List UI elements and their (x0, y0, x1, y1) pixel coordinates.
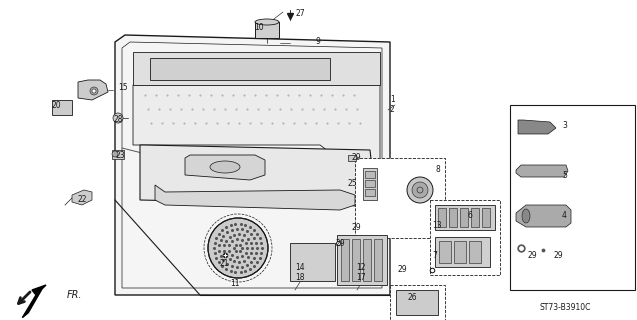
Bar (469, 241, 481, 263)
Bar (352, 239, 360, 281)
Bar (355, 158, 445, 238)
Circle shape (407, 177, 433, 203)
Bar (430, 200, 500, 275)
Text: 2: 2 (390, 106, 395, 115)
Polygon shape (78, 80, 108, 100)
Text: 22: 22 (78, 196, 87, 204)
Text: 10: 10 (254, 23, 264, 33)
Bar (363, 239, 371, 281)
Text: 3: 3 (562, 121, 567, 130)
Bar (435, 205, 495, 230)
Bar (435, 237, 490, 267)
Text: 4: 4 (562, 211, 567, 220)
Text: ST73-B3910C: ST73-B3910C (540, 303, 590, 313)
Text: 29: 29 (553, 251, 562, 260)
Polygon shape (516, 165, 568, 177)
Text: 7: 7 (432, 251, 437, 260)
Circle shape (113, 113, 123, 123)
Bar (365, 180, 375, 187)
Bar (438, 208, 446, 227)
Polygon shape (185, 155, 265, 180)
Text: 15: 15 (118, 84, 127, 92)
Text: 29: 29 (352, 223, 362, 233)
Text: 29: 29 (335, 238, 345, 247)
Bar (290, 243, 335, 281)
Text: 14: 14 (295, 263, 304, 273)
Bar (482, 208, 490, 227)
Ellipse shape (522, 209, 530, 223)
Bar (510, 105, 635, 290)
Ellipse shape (210, 161, 240, 173)
Circle shape (112, 151, 118, 157)
Bar (365, 189, 375, 196)
Bar (363, 168, 377, 200)
Polygon shape (140, 145, 375, 205)
Text: 5: 5 (562, 171, 567, 180)
Text: FR.: FR. (67, 290, 83, 300)
Bar (460, 208, 468, 227)
Circle shape (92, 89, 96, 93)
Text: 13: 13 (432, 220, 441, 229)
Bar (439, 241, 451, 263)
Bar (365, 171, 375, 178)
Text: 28: 28 (113, 116, 122, 124)
Bar (390, 285, 445, 320)
Text: 11: 11 (230, 278, 240, 287)
Text: 27: 27 (295, 10, 304, 19)
Text: 8: 8 (435, 165, 440, 174)
Polygon shape (155, 185, 355, 210)
Polygon shape (72, 190, 92, 205)
Bar (396, 290, 438, 315)
Bar (348, 155, 356, 161)
Bar (471, 208, 479, 227)
Bar (341, 239, 349, 281)
Text: 21: 21 (220, 259, 229, 268)
Text: 29: 29 (352, 154, 362, 163)
Bar (255, 22, 279, 38)
Polygon shape (22, 285, 46, 318)
Text: 17: 17 (356, 274, 366, 283)
Text: 29: 29 (397, 266, 406, 275)
Ellipse shape (255, 19, 279, 25)
Polygon shape (133, 85, 380, 160)
Bar (449, 208, 457, 227)
Text: 23: 23 (116, 150, 125, 159)
Polygon shape (518, 120, 556, 134)
Text: 20: 20 (52, 100, 62, 109)
Text: 29: 29 (527, 251, 536, 260)
Bar (52, 100, 72, 115)
Polygon shape (516, 205, 571, 227)
Circle shape (208, 218, 268, 278)
Polygon shape (133, 52, 380, 85)
Bar (374, 239, 382, 281)
Text: 1: 1 (390, 95, 395, 105)
Bar (337, 235, 387, 285)
Text: 6: 6 (468, 211, 473, 220)
Text: 25: 25 (348, 179, 357, 188)
Bar (150, 58, 330, 80)
Bar (112, 150, 124, 159)
Polygon shape (115, 35, 390, 295)
Text: 18: 18 (295, 274, 304, 283)
Bar (454, 241, 466, 263)
Text: 26: 26 (408, 293, 418, 302)
Text: 9: 9 (316, 37, 321, 46)
Circle shape (90, 87, 98, 95)
Text: 12: 12 (356, 263, 366, 273)
Circle shape (412, 182, 428, 198)
